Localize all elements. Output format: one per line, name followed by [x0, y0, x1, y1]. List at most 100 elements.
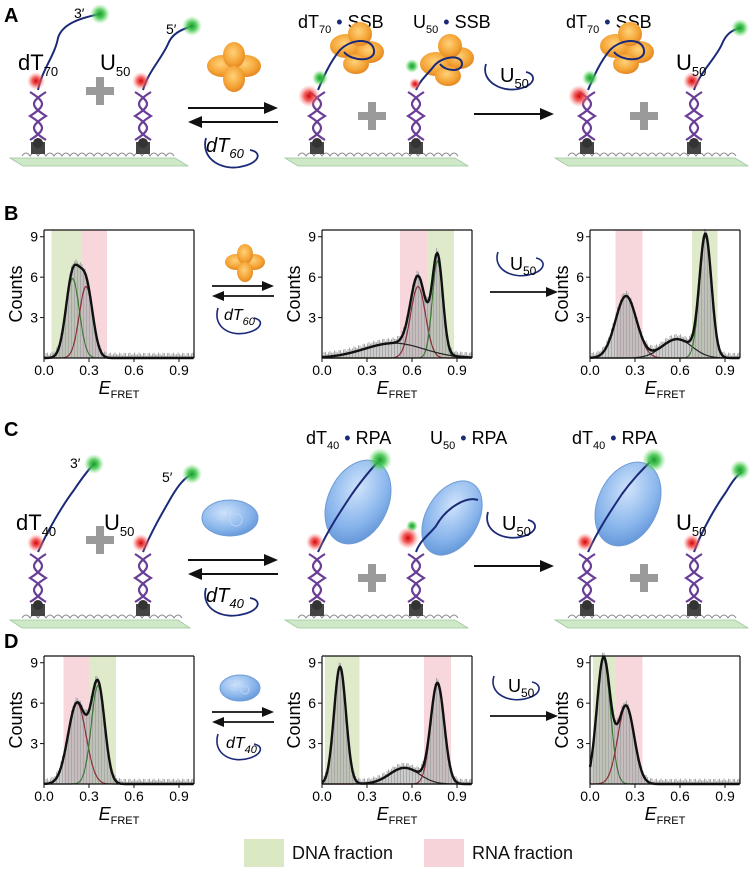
histogram-bar — [666, 338, 668, 358]
histogram-bar — [639, 328, 641, 358]
histogram-b-right: 0.0 0.3 0.6 0.9 3 6 9 EFRET Counts — [552, 229, 741, 401]
histogram-bar — [344, 698, 346, 784]
histogram-bar — [374, 341, 376, 358]
histogram-bar — [639, 762, 641, 784]
histogram-bar — [729, 779, 731, 784]
histogram-bar — [424, 294, 426, 358]
histogram-bar — [143, 352, 145, 358]
x-axis-label: EFRET — [645, 804, 686, 827]
histogram-bar — [78, 700, 80, 784]
histogram-bar — [182, 352, 184, 358]
histogram-bar — [397, 336, 399, 358]
histogram-bar — [717, 340, 719, 358]
histogram-bar — [605, 345, 607, 358]
histogram-bar — [367, 778, 369, 784]
histogram-bar — [606, 340, 608, 358]
histogram-bar — [632, 723, 634, 784]
plus-icon — [86, 77, 114, 105]
histogram-bar — [699, 264, 701, 358]
histogram-bar — [349, 747, 351, 784]
histogram-bar — [690, 779, 692, 784]
histogram-bar — [684, 778, 686, 784]
dna-strand-label-a: dT70 — [18, 50, 58, 79]
histogram-bar — [386, 771, 388, 784]
y-tick-label: 3 — [576, 310, 584, 326]
histogram-bar — [59, 768, 61, 784]
histogram-bar — [400, 765, 402, 784]
histogram-bar — [90, 695, 92, 784]
histogram-bar — [680, 334, 682, 358]
histogram-bar — [738, 778, 740, 784]
x-tick-label: 0.9 — [715, 362, 735, 378]
histogram-bar — [125, 353, 127, 358]
panel-b-histograms: 0.0 0.3 0.6 0.9 3 6 9 EFRET Counts 0.0 0.3 0.6 0.9 3 6… — [6, 229, 741, 401]
y-tick-label: 6 — [30, 269, 38, 285]
histogram-bar — [630, 715, 632, 784]
histogram-bar — [464, 352, 466, 358]
histogram-bar — [627, 292, 629, 358]
histogram-bar — [105, 732, 107, 784]
svg-text:dT60: dT60 — [224, 307, 256, 328]
y-tick-label: 6 — [30, 695, 38, 711]
x-tick-label: 0.3 — [357, 362, 377, 378]
chase-arrow-c: U50 — [474, 511, 554, 572]
svg-text:U50: U50 — [502, 513, 531, 539]
histogram-bar — [657, 345, 659, 358]
histogram-bar — [68, 728, 70, 784]
svg-text:dT60: dT60 — [206, 135, 245, 161]
histogram-bar — [684, 336, 686, 358]
histogram-bar — [635, 740, 637, 784]
histogram-bar — [704, 778, 706, 784]
rpa-protein-icon — [201, 499, 259, 537]
histogram-bar — [734, 778, 736, 784]
histogram-bar — [642, 336, 644, 358]
x-tick-label: 0.0 — [34, 362, 54, 378]
x-axis-label: EFRET — [99, 378, 140, 401]
plus-icon — [630, 102, 658, 130]
histogram-bar — [93, 682, 95, 784]
histogram-bar — [693, 779, 695, 784]
histogram-bar — [699, 778, 701, 784]
histogram-bar — [401, 762, 403, 784]
histogram-bar — [641, 331, 643, 358]
histogram-bar — [159, 353, 161, 358]
histogram-bar — [364, 343, 366, 358]
histogram-bar — [596, 352, 598, 358]
x-tick-label: 0.0 — [312, 788, 332, 804]
y-tick-label: 9 — [576, 229, 584, 245]
histogram-bar — [83, 268, 85, 358]
histogram-bar — [395, 766, 397, 784]
histogram-bar — [677, 781, 679, 784]
histogram-bar — [714, 778, 716, 784]
x-tick-label: 0.9 — [169, 788, 189, 804]
histogram-bar — [683, 337, 685, 358]
histogram-bar — [81, 264, 83, 358]
complex-label-u50-rpa: U50 • RPA — [430, 428, 507, 452]
histogram-bar — [117, 354, 119, 358]
histogram-bar — [123, 352, 125, 358]
histogram-bar — [600, 660, 602, 784]
histogram-bar — [428, 729, 430, 784]
end-label-5prime-c: 5′ — [162, 469, 173, 485]
histogram-bar — [153, 778, 155, 784]
histogram-bar — [678, 335, 680, 358]
histogram-bar — [92, 310, 94, 358]
x-axis-label: EFRET — [377, 378, 418, 401]
histogram-bar — [188, 352, 190, 358]
histogram-bar — [334, 350, 336, 358]
histogram-bar — [128, 353, 130, 358]
histogram-bar — [593, 734, 595, 784]
legend-rna-label: RNA fraction — [472, 842, 574, 863]
histogram-bar — [469, 352, 471, 358]
complex-label-dt40-rpa: dT40 • RPA — [306, 428, 391, 452]
histogram-bar — [168, 352, 170, 358]
histogram-bar — [620, 711, 622, 784]
histogram-bar — [446, 743, 448, 784]
histogram-bar — [174, 354, 176, 358]
histogram-bar — [98, 342, 100, 358]
histogram-bar — [170, 355, 172, 358]
histogram-bar — [645, 340, 647, 358]
y-axis-label: Counts — [6, 265, 26, 322]
legend-dna-label: DNA fraction — [292, 842, 394, 863]
histogram-bar — [47, 778, 49, 784]
